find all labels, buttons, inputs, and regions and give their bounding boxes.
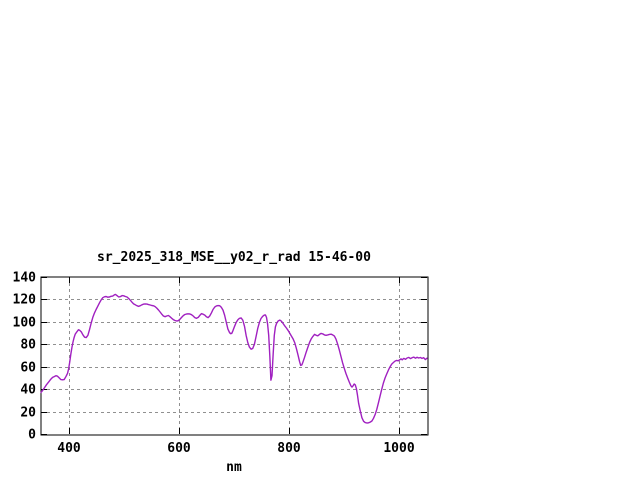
y-tick-label: 80 (20, 338, 36, 353)
y-tick-label: 100 (13, 316, 37, 331)
y-tick-label: 20 (20, 406, 36, 421)
tick-marks (41, 277, 427, 435)
y-tick-label: 140 (13, 271, 37, 286)
x-tick-label: 800 (277, 441, 301, 456)
plot-border-rect (40, 276, 429, 436)
spectrum-line (40, 293, 428, 424)
chart-title: sr_2025_318_MSE__y02_r_rad 15-46-00 (97, 250, 371, 265)
x-tick-label: 1000 (383, 441, 414, 456)
y-tick-label: 60 (20, 361, 36, 376)
x-tick-label: 400 (57, 441, 81, 456)
x-tick-label: 600 (167, 441, 191, 456)
x-axis-label: nm (226, 460, 242, 475)
y-tick-label: 0 (28, 428, 36, 443)
grid-lines (41, 277, 427, 434)
y-tick-label: 120 (13, 293, 37, 308)
y-tick-label: 40 (20, 383, 36, 398)
data-series (40, 293, 428, 424)
tick-labels: 400 600 800 1000 0 20 40 60 80 100 120 140 (13, 271, 415, 457)
plot-border (40, 276, 429, 436)
